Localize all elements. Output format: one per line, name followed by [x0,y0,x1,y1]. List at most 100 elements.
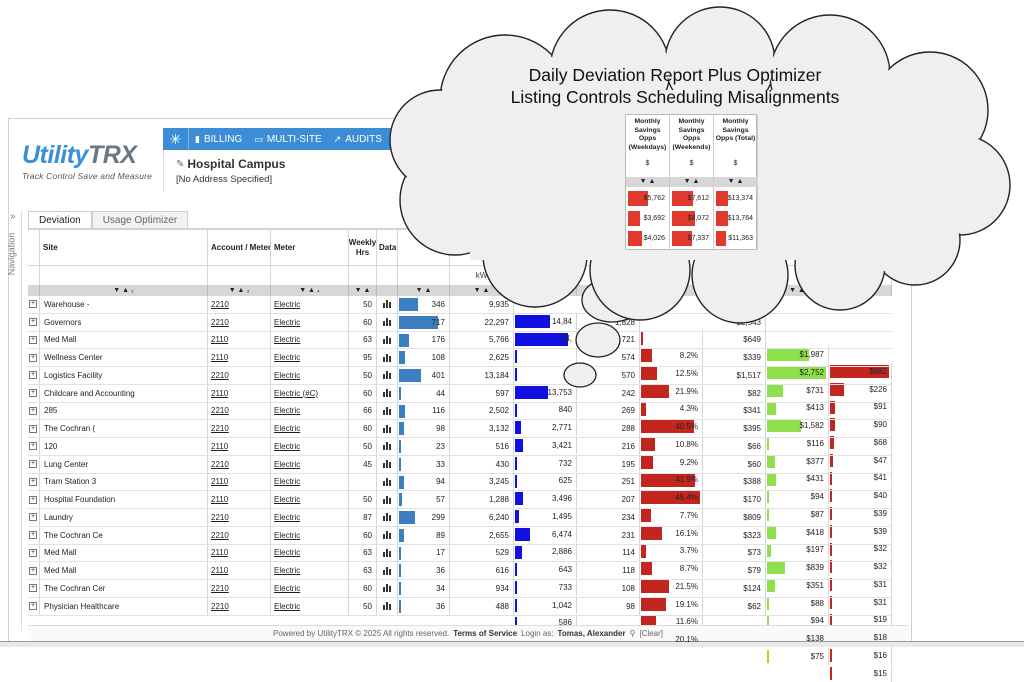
expand-row-icon[interactable]: + [29,335,37,344]
account-link[interactable]: 2210 [211,370,229,380]
expand-row-icon[interactable]: + [29,424,37,433]
table-row[interactable]: + Warehouse - 2210 Electric 50 346 9,935 14,84 4… [28,296,892,380]
header-col-7[interactable] [514,230,577,265]
bar-chart-icon[interactable] [382,602,392,611]
table-row[interactable]: +120 2110 Electric 50 23 516 732 216 41.9% $66 $94… [28,438,892,522]
bar-chart-icon[interactable] [382,495,392,504]
account-link[interactable]: 2110 [211,548,229,558]
account-link[interactable]: 2210 [211,583,229,593]
callout-column-header[interactable]: Monthly Savings Opps (Total) [715,118,756,142]
tab-deviation[interactable]: Deviation [28,211,92,229]
meter-link[interactable]: Electric [274,512,301,522]
bar-chart-icon[interactable] [382,531,392,540]
account-link[interactable]: 2110 [211,353,229,363]
tab-usage-optimizer[interactable]: Usage Optimizer [91,211,189,229]
account-link[interactable]: 2210 [211,530,229,540]
table-row[interactable]: + Tram Station 3 2110 Electric 94 3,245 3,496 2… [28,473,892,558]
bar-chart-icon[interactable] [382,424,392,433]
account-link[interactable]: 2210 [211,299,229,309]
account-link[interactable]: 2110 [211,441,229,451]
meter-link[interactable]: Electric [274,566,301,576]
callout-column-header[interactable]: Monthly Savings Opps (Weekdays) [628,118,667,151]
nav-billing[interactable]: ▮ BILLING [189,128,248,150]
navigation-sidebar[interactable]: » Navigation [6,211,22,631]
expand-row-icon[interactable]: + [29,477,37,486]
header-col-12[interactable] [829,230,892,265]
meter-link[interactable]: Electric [274,424,301,434]
expand-row-icon[interactable]: + [29,442,37,451]
header-col-kw[interactable] [398,230,450,265]
bar-chart-icon[interactable] [382,318,392,327]
terms-link[interactable]: Terms of Service [453,629,518,638]
meter-link[interactable]: Electric (#C) [274,388,319,398]
callout-column-header[interactable]: Monthly Savings Opps (Weekends) [672,118,711,151]
sort-col-10[interactable]: ▼ ▲ [703,285,766,296]
spark-icon[interactable]: ✳ [163,128,189,150]
bar-chart-icon[interactable] [382,566,392,575]
sort-account[interactable]: ▼ ▲ ₃ [208,285,271,296]
account-link[interactable]: 2210 [211,406,229,416]
account-link[interactable]: 2210 [211,601,229,611]
expand-row-icon[interactable]: + [29,460,37,469]
expand-sidebar-icon[interactable]: » [10,211,16,222]
sort-col-9[interactable]: ▼ ▲ [640,285,703,296]
meter-link[interactable]: Electric [274,477,301,487]
meter-link[interactable]: Electric [274,530,301,540]
bar-chart-icon[interactable] [382,477,392,486]
table-row[interactable]: + The Cochran Ce 2210 Electric 60 89 2,655 2,88… [28,526,892,611]
meter-link[interactable]: Electric [274,370,301,380]
table-row[interactable]: + Med Mall 2110 Electric 63 36 616 733 118 19.1% $… [28,562,892,646]
expand-row-icon[interactable]: + [29,566,37,575]
bar-chart-icon[interactable] [382,548,392,557]
meter-link[interactable]: Electric [274,548,301,558]
sort-weekly[interactable]: ▼ ▲ [349,285,377,296]
bar-chart-icon[interactable] [382,335,392,344]
expand-row-icon[interactable]: + [29,495,37,504]
expand-row-icon[interactable]: + [29,406,37,415]
table-row[interactable]: + Physician Healthcare 2210 Electric 50 36 488… [28,597,892,682]
bar-chart-icon[interactable] [382,300,392,309]
sort-site[interactable]: ▼ ▲ ₂ [40,285,208,296]
table-row[interactable]: + Hospital Foundation 2110 Electric 50 57 1,28… [28,491,892,575]
callout-sort[interactable]: ▼ ▲ [626,177,669,187]
expand-row-icon[interactable]: + [29,513,37,522]
expand-row-icon[interactable]: + [29,318,37,327]
expand-row-icon[interactable]: + [29,353,37,362]
bar-chart-icon[interactable] [382,584,392,593]
header-account[interactable]: Account / Meter [208,230,271,265]
table-row[interactable]: + The Cochran (2210 Electric 60 98 3,132 3,421… [28,420,892,504]
bar-chart-icon[interactable] [382,442,392,451]
sort-col-8[interactable]: ▼ ▲ [577,285,640,296]
table-row[interactable]: + The Cochran Cer 2210 Electric 60 34 934 1,042… [28,580,892,664]
bar-chart-icon[interactable] [382,406,392,415]
edit-icon[interactable]: ✎ [176,158,185,170]
table-row[interactable]: + Laundry 2210 Electric 87 299 6,240 6,474 234 3.… [28,509,892,593]
expand-row-icon[interactable]: + [29,300,37,309]
bar-chart-icon[interactable] [382,371,392,380]
header-data[interactable]: Data [377,230,398,265]
sort-col-kw[interactable]: ▼ ▲ [398,285,450,296]
nav-audits[interactable]: ↗ AUDITS [328,128,388,150]
account-link[interactable]: 2110 [211,566,229,576]
expand-row-icon[interactable]: + [29,602,37,611]
sort-col-11[interactable]: ▼ ▲ [766,285,829,296]
table-row[interactable]: + Childcare and Accounting 2110 Electric (#… [28,384,892,469]
meter-link[interactable]: Electric [274,299,301,309]
sort-col-7[interactable]: ▼ ▲ [514,285,577,296]
clear-link[interactable]: [Clear] [639,629,663,638]
account-link[interactable]: 2110 [211,477,229,487]
bar-chart-icon[interactable] [382,513,392,522]
nav-multi-site[interactable]: ▭ MULTI-SITE [248,128,327,150]
meter-link[interactable]: Electric [274,459,301,469]
account-link[interactable]: 2110 [211,495,229,505]
header-weekly-hrs[interactable]: Weekly Hrs [349,230,377,265]
expand-row-icon[interactable]: + [29,584,37,593]
bar-chart-icon[interactable] [382,460,392,469]
callout-sort[interactable]: ▼ ▲ [714,177,757,187]
meter-link[interactable]: Electric [274,601,301,611]
table-row[interactable]: +285 2210 Electric 66 116 2,502 2,771 269 10.8% $… [28,402,892,487]
meter-link[interactable]: Electric [274,335,301,345]
meter-link[interactable]: Electric [274,495,301,505]
account-link[interactable]: 2210 [211,317,229,327]
bar-chart-icon[interactable] [382,353,392,362]
